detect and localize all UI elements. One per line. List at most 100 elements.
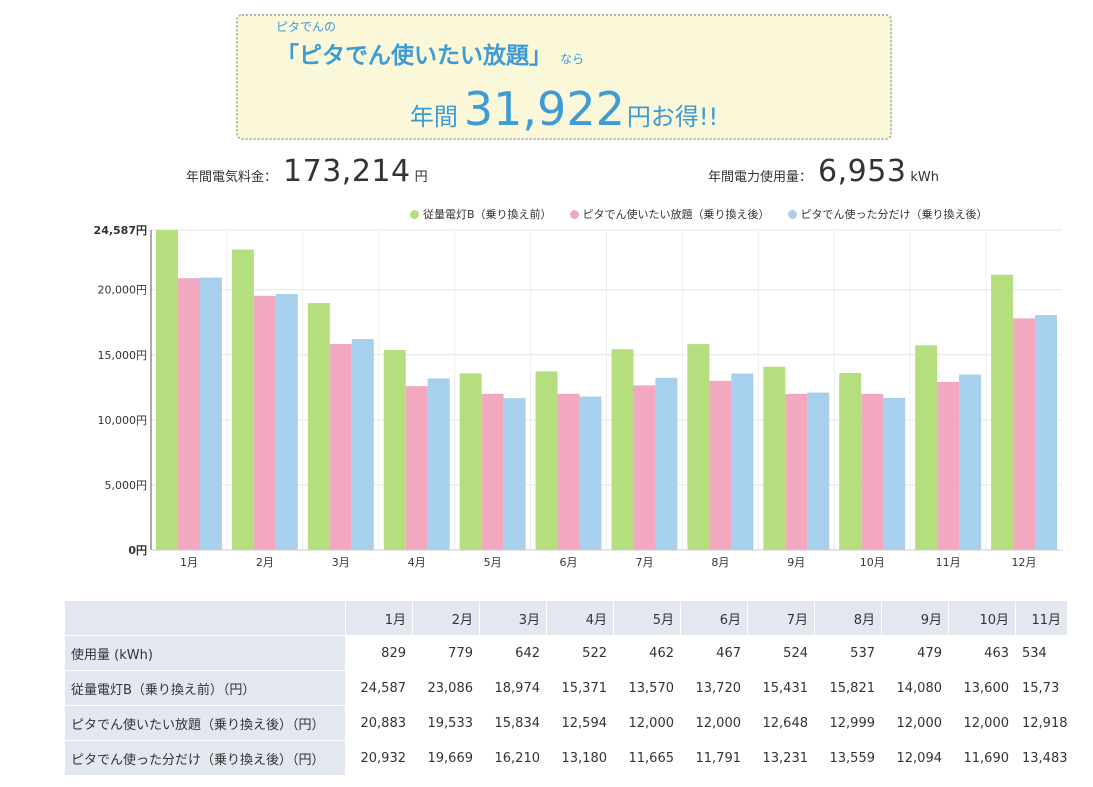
table-cell: 15,431 [747, 670, 815, 706]
table-cell: 522 [546, 635, 614, 671]
table-header-month: 7月 [747, 600, 815, 636]
table-corner-cell [64, 600, 346, 636]
table-cell: 467 [680, 635, 748, 671]
bar-pink [709, 380, 732, 550]
table-cell: 15,371 [546, 670, 614, 706]
table-header-month: 4月 [546, 600, 614, 636]
bar-blue [351, 339, 374, 550]
savings-amount: 31,922 [463, 82, 625, 136]
table-cell: 779 [412, 635, 480, 671]
annual-cost-summary: 年間電気料金： 173,214 円 [186, 154, 428, 189]
table-cell: 12,000 [948, 705, 1016, 741]
table-cell: 20,883 [345, 705, 413, 741]
bar-pink [785, 393, 808, 550]
table-cell: 13,720 [680, 670, 748, 706]
x-tick-label: 5月 [484, 556, 502, 569]
banner-plan-name: 「ピタでん使いたい放題」 なら [276, 36, 584, 70]
legend-dot-blue [787, 210, 797, 219]
table-cell: 13,600 [948, 670, 1016, 706]
bar-green [991, 274, 1014, 550]
table-cell: 15,821 [814, 670, 882, 706]
legend-label-pink: ピタでん使いたい放題（乗り換え後） [582, 208, 770, 221]
annual-cost-label: 年間電気料金： [186, 170, 278, 185]
y-tick-label: 24,587円 [94, 224, 147, 237]
bar-pink [557, 393, 580, 550]
legend-item-blue[interactable]: ピタでん使った分だけ（乗り換え後） [787, 206, 988, 222]
bar-blue [655, 377, 678, 550]
legend-item-green[interactable]: 従量電灯B（乗り換え前） [410, 206, 552, 222]
annual-cost-unit: 円 [414, 170, 428, 185]
y-tick-label: 15,000円 [98, 349, 148, 362]
y-tick-label: 20,000円 [98, 284, 148, 297]
table-row: 使用量 (kWh) 829 779 642 522 462 467 524 537 479 463 5… [64, 635, 1068, 671]
table-cell: 537 [814, 635, 882, 671]
table-cell: 11,791 [680, 740, 748, 776]
table-cell: 462 [613, 635, 681, 671]
savings-prefix: 年間 [409, 103, 458, 131]
table-cell: 13,180 [546, 740, 614, 776]
table-cell: 13,483 [1015, 740, 1068, 776]
bar-green [915, 345, 938, 550]
table-header-month: 10月 [948, 600, 1016, 636]
y-tick-label: 0円 [128, 544, 147, 557]
table-row: ピタでん使った分だけ（乗り換え後）（円） 20,932 19,669 16,210 13… [64, 740, 1068, 776]
table-header-month: 11月 [1015, 600, 1068, 636]
bar-blue [427, 378, 450, 550]
table-row-label: ピタでん使った分だけ（乗り換え後）（円） [64, 740, 346, 776]
bar-pink [177, 278, 200, 550]
banner-subtitle: ピタでんの [276, 20, 337, 34]
y-tick-label: 10,000円 [98, 414, 148, 427]
table-cell: 12,094 [881, 740, 949, 776]
table-cell: 13,570 [613, 670, 681, 706]
annual-cost-value: 173,214 [283, 154, 411, 189]
table-header-month: 1月 [345, 600, 413, 636]
table-cell: 12,000 [680, 705, 748, 741]
legend-label-blue: ピタでん使った分だけ（乗り換え後） [800, 208, 988, 221]
x-tick-label: 1月 [180, 556, 198, 569]
table-row: ピタでん使いたい放題（乗り換え後）（円） 20,883 19,533 15,834 12… [64, 705, 1068, 741]
x-tick-label: 10月 [860, 556, 885, 569]
table-header-row: 1月 2月 3月 4月 5月 6月 7月 8月 9月 10月 11月 [64, 600, 1068, 636]
table-header-month: 8月 [814, 600, 882, 636]
bar-green [231, 249, 254, 550]
table-cell: 19,533 [412, 705, 480, 741]
savings-banner: ピタでんの 「ピタでん使いたい放題」 なら 年間 31,922円お得!! [236, 14, 892, 140]
table-cell: 15,73 [1015, 670, 1068, 706]
bar-pink [329, 343, 352, 550]
bar-blue [883, 397, 906, 550]
table-cell: 12,000 [881, 705, 949, 741]
bar-blue [579, 396, 602, 550]
table-cell: 18,974 [479, 670, 547, 706]
table-cell: 13,231 [747, 740, 815, 776]
table-cell: 16,210 [479, 740, 547, 776]
bar-green [611, 349, 634, 550]
bar-blue [275, 294, 298, 550]
x-tick-label: 7月 [635, 556, 653, 569]
table-header-month: 2月 [412, 600, 480, 636]
table-cell: 11,665 [613, 740, 681, 776]
monthly-cost-bar-chart: 0円 5,000円 10,000円 15,000円 20,000円 24,587円 1月 2月… [94, 224, 1062, 569]
table-cell: 463 [948, 635, 1016, 671]
monthly-data-table: 1月 2月 3月 4月 5月 6月 7月 8月 9月 10月 11月 使用量 (kWh) 829 779… [64, 600, 1068, 776]
x-tick-label: 3月 [332, 556, 350, 569]
banner-savings: 年間 31,922円お得!! [238, 82, 890, 136]
bar-green [156, 230, 178, 550]
table-cell: 12,648 [747, 705, 815, 741]
bar-pink [1013, 318, 1036, 550]
table-cell: 12,999 [814, 705, 882, 741]
table-cell: 23,086 [412, 670, 480, 706]
table-header-month: 9月 [881, 600, 949, 636]
bar-green [687, 344, 710, 550]
table-cell: 524 [747, 635, 815, 671]
bar-blue [1035, 315, 1057, 550]
banner-plan-text: 「ピタでん使いたい放題」 [276, 43, 552, 69]
table-cell: 20,932 [345, 740, 413, 776]
x-tick-label: 2月 [256, 556, 274, 569]
x-tick-label: 4月 [408, 556, 426, 569]
table-row-label: 使用量 (kWh) [64, 635, 346, 671]
table-header-month: 3月 [479, 600, 547, 636]
legend-dot-green [410, 210, 419, 219]
bar-pink [405, 386, 428, 550]
legend-item-pink[interactable]: ピタでん使いたい放題（乗り換え後） [569, 206, 770, 222]
bar-blue [503, 398, 526, 550]
